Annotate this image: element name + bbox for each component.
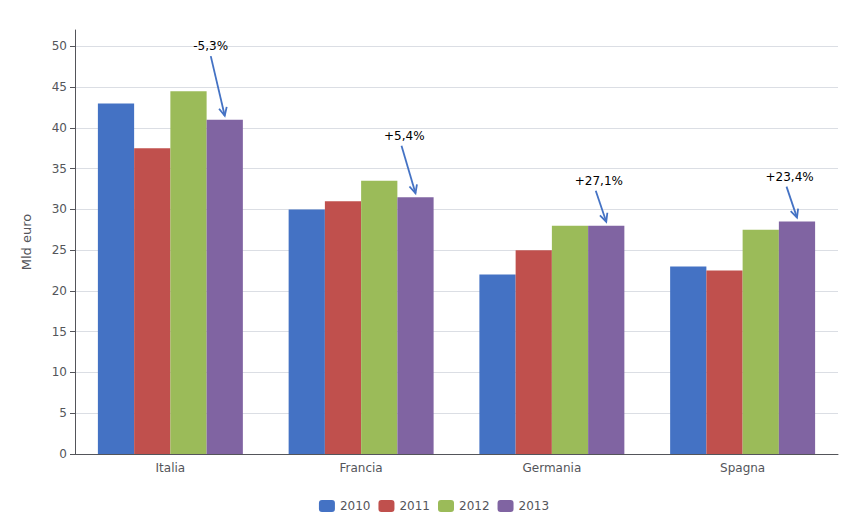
svg-text:+5,4%: +5,4% [384, 129, 425, 143]
svg-text:35: 35 [52, 162, 67, 176]
svg-text:2010: 2010 [340, 499, 371, 513]
svg-text:5: 5 [59, 406, 67, 420]
svg-text:20: 20 [52, 284, 67, 298]
svg-text:Germania: Germania [523, 461, 582, 475]
svg-text:0: 0 [59, 447, 67, 461]
svg-text:Italia: Italia [156, 461, 186, 475]
svg-text:25: 25 [52, 243, 67, 257]
svg-text:40: 40 [52, 121, 67, 135]
svg-text:Mld euro: Mld euro [19, 214, 34, 271]
svg-text:+23,4%: +23,4% [766, 170, 814, 184]
svg-text:2013: 2013 [519, 499, 550, 513]
svg-text:Francia: Francia [340, 461, 383, 475]
svg-text:2012: 2012 [459, 499, 490, 513]
svg-text:+27,1%: +27,1% [575, 174, 623, 188]
svg-text:50: 50 [52, 39, 67, 53]
svg-text:Spagna: Spagna [720, 461, 765, 475]
svg-text:-5,3%: -5,3% [193, 39, 228, 53]
svg-text:45: 45 [52, 80, 67, 94]
svg-text:2011: 2011 [399, 499, 430, 513]
svg-text:15: 15 [52, 325, 67, 339]
svg-text:10: 10 [52, 365, 67, 379]
svg-text:30: 30 [52, 202, 67, 216]
